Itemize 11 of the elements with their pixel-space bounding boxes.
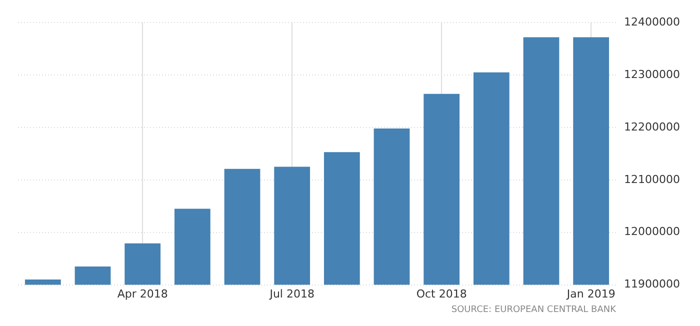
x-tick-label: Oct 2018 [416, 287, 467, 300]
y-tick-label: 12200000 [624, 120, 680, 134]
source-note: SOURCE: EUROPEAN CENTRAL BANK [451, 304, 618, 315]
y-tick-label: 12000000 [624, 225, 680, 238]
x-tick-label: Jul 2018 [268, 287, 314, 300]
x-tick-label: Jan 2019 [566, 287, 616, 300]
x-tick-label: Apr 2018 [117, 287, 168, 300]
y-tick-label: 11900000 [624, 278, 680, 291]
y-tick-label: 12300000 [624, 68, 680, 81]
y-tick-label: 12100000 [624, 172, 680, 186]
y-tick-label: 12400000 [624, 15, 680, 28]
